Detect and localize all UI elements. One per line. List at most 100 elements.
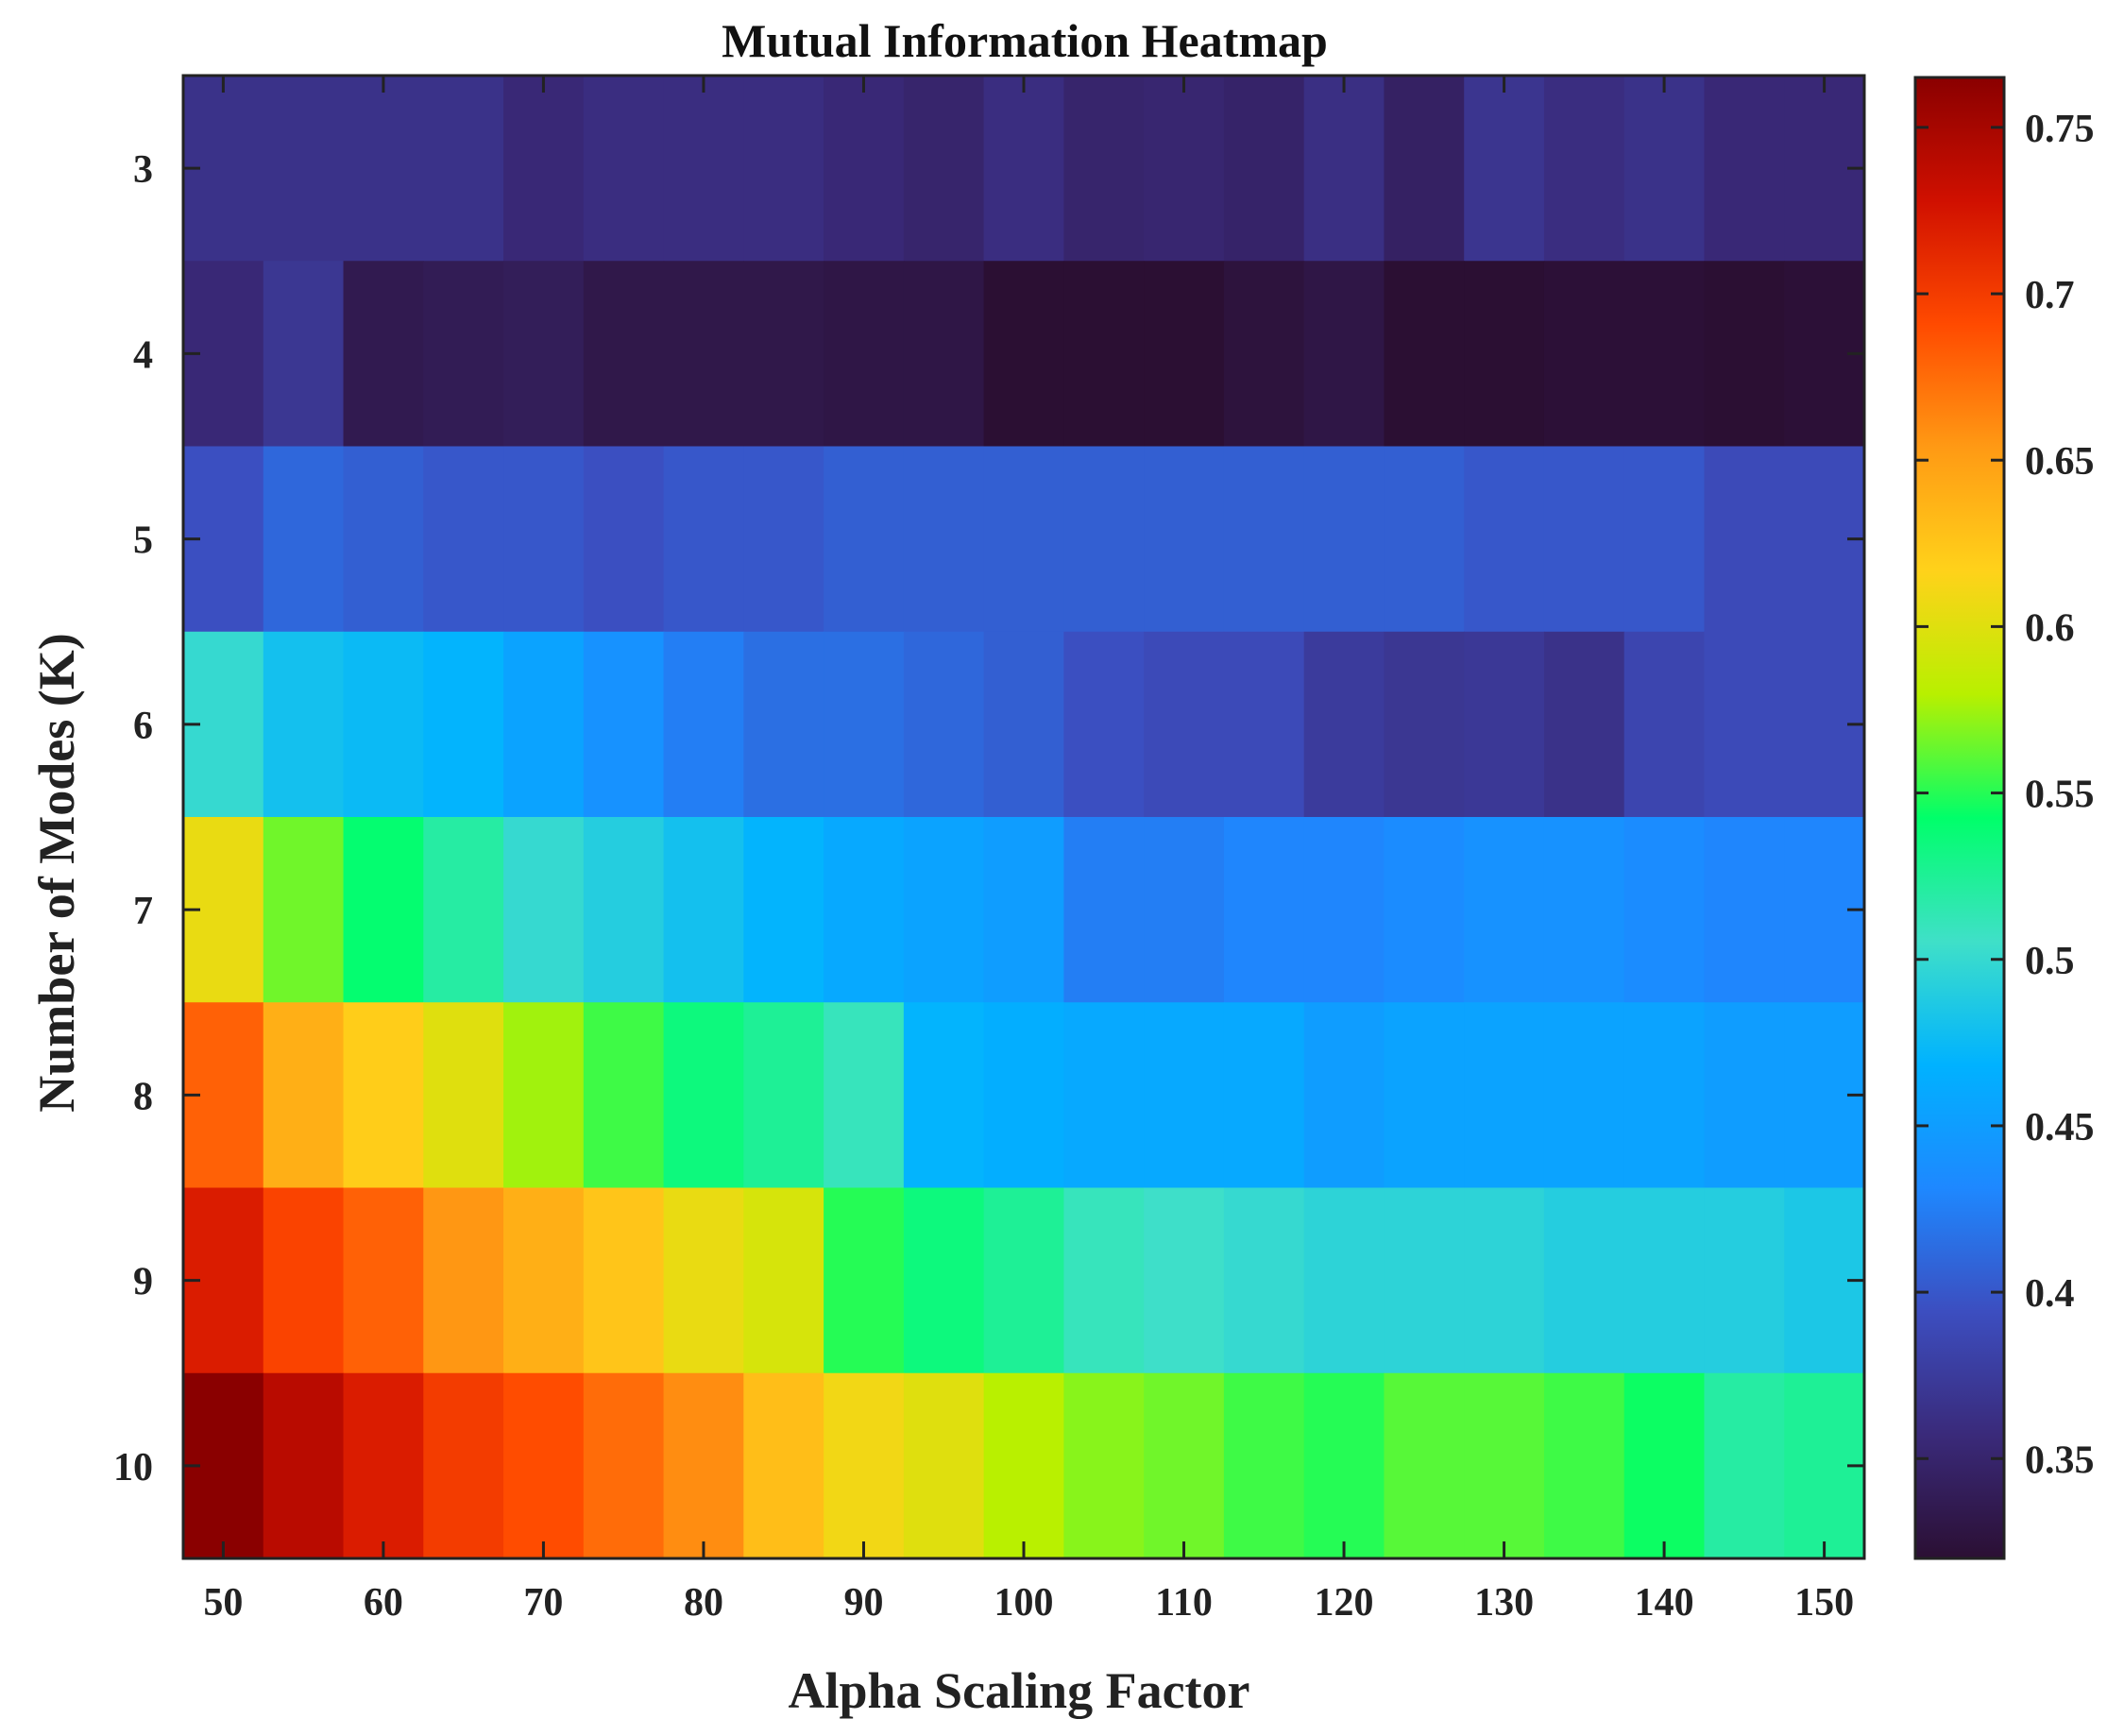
heatmap-cell [1384,1372,1465,1559]
heatmap-cell [983,76,1064,262]
heatmap-cell [1543,631,1625,818]
heatmap-cell [903,1187,985,1374]
heatmap-cell [824,261,905,448]
heatmap-cell [824,1187,905,1374]
heatmap-cell [824,446,905,633]
heatmap-cell [1063,631,1145,818]
heatmap-cell [343,76,424,262]
heatmap-cell [503,1187,585,1374]
x-tick-label: 140 [1635,1581,1694,1625]
colorbar-tick-label: 0.5 [2025,940,2075,983]
heatmap-cell [263,261,345,448]
heatmap-cell [903,631,985,818]
heatmap-cell [1464,261,1545,448]
heatmap-cell [1223,1372,1305,1559]
heatmap-cell [1623,261,1706,448]
heatmap-cell [743,631,824,818]
heatmap-cells [183,76,1865,1559]
heatmap-cell [824,631,905,818]
heatmap-cell [983,1002,1064,1189]
heatmap-cell [903,76,985,262]
heatmap-cell [1223,446,1305,633]
heatmap-cell [1464,631,1545,818]
heatmap-cell [1303,1187,1385,1374]
heatmap-cell [1464,1002,1545,1189]
heatmap-cell [423,817,504,1003]
heatmap-cell [423,1187,504,1374]
heatmap-cell [583,76,665,262]
x-tick-label: 120 [1315,1581,1374,1625]
colorbar-tick-label: 0.35 [2025,1438,2095,1482]
heatmap-cell [1063,1002,1145,1189]
heatmap-cell [583,817,665,1003]
heatmap-cell [983,1187,1064,1374]
heatmap-cell [1384,1002,1465,1189]
heatmap-cell [1464,76,1545,262]
heatmap-cell [1384,446,1465,633]
heatmap-cell [824,76,905,262]
heatmap-cell [1303,1002,1385,1189]
heatmap-cell [1144,1372,1225,1559]
heatmap-cell [743,446,824,633]
heatmap-cell [263,446,345,633]
heatmap-cell [1223,76,1305,262]
heatmap-cell [1144,817,1225,1003]
heatmap-cell [903,261,985,448]
heatmap-cell [1223,261,1305,448]
y-tick-label: 8 [133,1075,153,1118]
heatmap-cell [583,631,665,818]
heatmap-cell [1464,446,1545,633]
heatmap-cell [1303,261,1385,448]
x-tick-label: 100 [994,1581,1054,1625]
colorbar-tick-label: 0.6 [2025,606,2075,650]
colorbar-tick-label: 0.75 [2025,108,2095,151]
x-axis-label: Alpha Scaling Factor [788,1662,1249,1719]
y-axis-label: Number of Modes (K) [28,633,85,1112]
heatmap-cell [1063,446,1145,633]
heatmap-cell [983,1372,1064,1559]
y-tick-label: 6 [133,705,153,748]
heatmap-cell [1303,631,1385,818]
heatmap-cell [1303,446,1385,633]
heatmap-cell [663,1372,744,1559]
heatmap-cell [343,1372,424,1559]
x-tick-label: 90 [843,1581,883,1625]
heatmap-cell [1704,1187,1785,1374]
colorbar-tick-label: 0.4 [2025,1272,2075,1316]
heatmap-cell [1704,446,1785,633]
colorbar-tick-label: 0.45 [2025,1106,2095,1149]
x-tick-label: 110 [1155,1581,1213,1625]
heatmap-cell [1464,817,1545,1003]
heatmap-cell [1704,817,1785,1003]
heatmap-cell [903,446,985,633]
heatmap-cell [343,1002,424,1189]
heatmap-cell [423,1002,504,1189]
y-tick-label: 7 [133,890,153,933]
x-tick-label: 60 [364,1581,403,1625]
heatmap-cell [503,446,585,633]
heatmap-cell [1223,817,1305,1003]
heatmap-cell [1144,261,1225,448]
heatmap-cell [1543,261,1625,448]
heatmap-cell [1144,446,1225,633]
heatmap-cell [1704,1002,1785,1189]
y-tick-label: 4 [133,333,153,377]
heatmap-cell [1063,261,1145,448]
heatmap-cell [1144,1002,1225,1189]
heatmap-cell [1384,817,1465,1003]
chart-title: Mutual Information Heatmap [722,14,1328,67]
heatmap-cell [583,1002,665,1189]
heatmap-cell [503,1372,585,1559]
y-tick-label: 9 [133,1261,153,1304]
heatmap-cell [503,817,585,1003]
heatmap-cell [1543,1002,1625,1189]
heatmap-cell [1303,817,1385,1003]
colorbar-ticks: 0.35 0.4 0.45 0.5 0.55 0.6 0.65 0.7 0.75 [1915,108,2095,1482]
heatmap-cell [263,1187,345,1374]
heatmap-cell [1144,1187,1225,1374]
heatmap-cell [1384,1187,1465,1374]
heatmap-cell [423,261,504,448]
heatmap-cell [663,817,744,1003]
heatmap-cell [1384,76,1465,262]
heatmap-cell [1623,1372,1706,1559]
